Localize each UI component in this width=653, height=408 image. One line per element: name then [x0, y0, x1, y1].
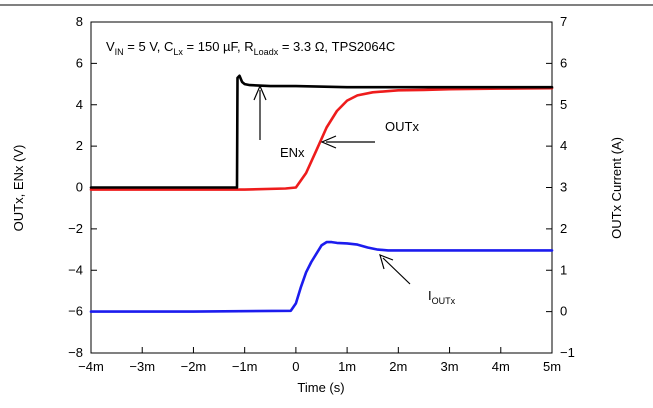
x-tick-label: 0 — [292, 359, 299, 374]
conditions-text: VIN = 5 V, CLx = 150 µF, RLoadx = 3.3 Ω,… — [106, 39, 395, 57]
cond-v-value: = 5 V, — [124, 39, 164, 54]
x-tick-label: 3m — [441, 359, 459, 374]
y2-tick-label: 1 — [560, 262, 567, 277]
y2-axis-ticks: −1 0 1 2 3 4 5 6 7 — [546, 14, 575, 360]
x-tick-label: 5m — [543, 359, 561, 374]
outx-arrow-head — [320, 135, 337, 149]
y2-tick-label: 0 — [560, 304, 567, 319]
annotation-ioutx: IOUTx — [428, 288, 456, 306]
annotation-ioutx-sub: OUTx — [432, 296, 456, 306]
x-tick-label: 1m — [338, 359, 356, 374]
x-tick-label: 2m — [389, 359, 407, 374]
y-axis-label: OUTx, ENx (V) — [11, 145, 26, 232]
y-tick-label: 2 — [76, 138, 83, 153]
y-tick-label: −8 — [68, 345, 83, 360]
x-axis-ticks: −4m −3m −2m −1m 0 1m 2m 3m 4m 5m — [78, 347, 561, 374]
y-tick-label: 4 — [76, 97, 83, 112]
annotation-ioutx-main: I — [428, 288, 432, 303]
cond-r-sub: Loadx — [254, 47, 279, 57]
cond-v-sub: IN — [115, 47, 124, 57]
series-line-ioutx — [89, 240, 554, 313]
y-tick-label: −2 — [68, 221, 83, 236]
y2-axis-label: OUTx Current (A) — [609, 137, 624, 239]
ioutx-arrow-head — [379, 254, 394, 270]
cond-c-sub: Lx — [173, 47, 183, 57]
x-tick-label: −3m — [129, 359, 155, 374]
series-line-outx — [89, 86, 554, 191]
enx-arrow-head — [253, 84, 267, 101]
y2-tick-label: −1 — [560, 345, 575, 360]
y2-tick-label: 3 — [560, 180, 567, 195]
x-axis-label: Time (s) — [297, 380, 344, 395]
cond-c-label: C — [164, 39, 173, 54]
series-line-enx — [89, 74, 554, 189]
series-layer — [89, 74, 554, 313]
y-tick-label: 0 — [76, 180, 83, 195]
y2-tick-label: 5 — [560, 97, 567, 112]
y-tick-label: −6 — [68, 304, 83, 319]
y-tick-label: 6 — [76, 55, 83, 70]
y-tick-label: −4 — [68, 262, 83, 277]
cond-r-label: R — [244, 39, 253, 54]
annotation-arrows — [253, 84, 411, 285]
y-axis-ticks: −8 −6 −4 −2 0 2 4 6 8 — [68, 14, 97, 360]
x-tick-label: −2m — [181, 359, 207, 374]
x-tick-label: 4m — [492, 359, 510, 374]
x-tick-label: −4m — [78, 359, 104, 374]
y2-tick-label: 6 — [560, 55, 567, 70]
y2-tick-label: 7 — [560, 14, 567, 29]
x-tick-label: −1m — [232, 359, 258, 374]
y2-tick-label: 4 — [560, 138, 567, 153]
cond-r-value: = 3.3 Ω, TPS2064C — [278, 39, 395, 54]
y-tick-label: 8 — [76, 14, 83, 29]
cond-v-label: V — [106, 39, 115, 54]
annotation-enx: ENx — [280, 145, 305, 160]
y2-tick-label: 2 — [560, 221, 567, 236]
ioutx-arrow-line — [382, 257, 411, 285]
cond-c-value: = 150 µF, — [183, 39, 244, 54]
annotation-outx: OUTx — [385, 119, 419, 134]
